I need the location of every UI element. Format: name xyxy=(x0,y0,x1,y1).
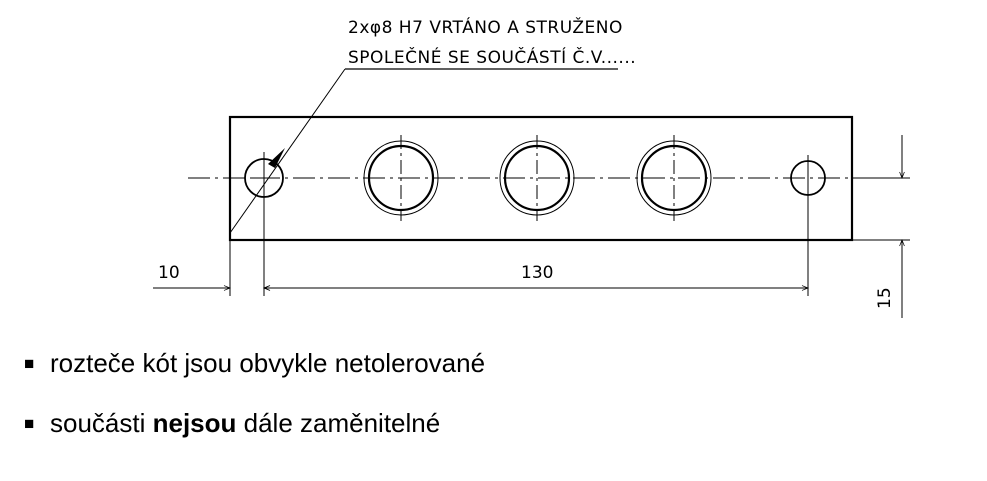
note-line-2: SPOLEČNÉ SE SOUČÁSTÍ Č.V...... xyxy=(348,46,636,68)
dim-130-text: 130 xyxy=(521,263,553,283)
bullet-text-2-post: dále zaměnitelné xyxy=(236,408,441,438)
bullet-text-2-pre: součásti xyxy=(50,408,153,438)
bullet-item-1: ■ rozteče kót jsou obvykle netolerované xyxy=(24,348,485,379)
dim-10-text: 10 xyxy=(158,263,180,283)
bullet-marker: ■ xyxy=(24,354,35,373)
large-hole-3 xyxy=(636,135,712,221)
large-hole-1 xyxy=(363,135,439,221)
leader-line xyxy=(229,68,346,234)
bullet-list: ■ rozteče kót jsou obvykle netolerované ■… xyxy=(24,348,485,468)
dim-15-text: 15 xyxy=(875,287,895,309)
bullet-item-2: ■ součásti nejsou dále zaměnitelné xyxy=(24,408,485,439)
bullet-text-2-bold: nejsou xyxy=(152,408,237,438)
large-hole-2 xyxy=(499,135,575,221)
leader-arrow xyxy=(268,148,285,168)
bullet-marker: ■ xyxy=(24,414,35,433)
technical-drawing: 2xφ8 H7 VRTÁNO A STRUŽENO SPOLEČNÉ SE SO… xyxy=(153,16,910,318)
bullet-text-1: rozteče kót jsou obvykle netolerované xyxy=(50,348,486,378)
note-line-1: 2xφ8 H7 VRTÁNO A STRUŽENO xyxy=(348,16,623,38)
